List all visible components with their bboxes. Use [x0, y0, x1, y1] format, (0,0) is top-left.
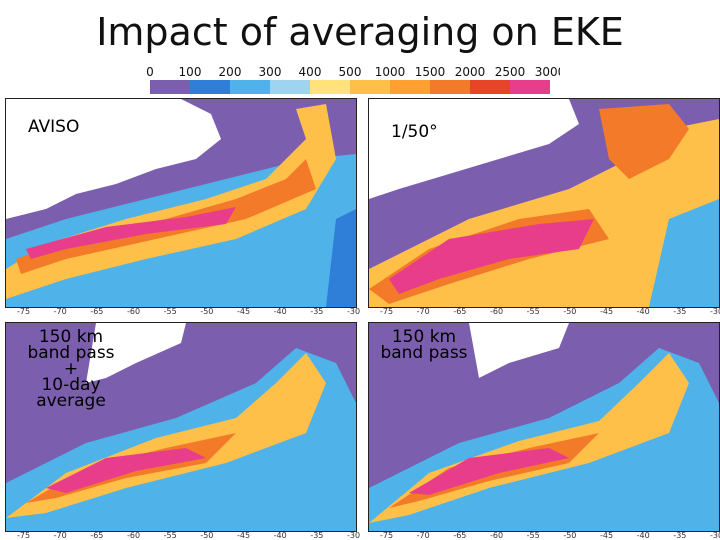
x-tick-label: -75	[380, 307, 394, 316]
x-tick-label: -60	[127, 531, 141, 540]
x-ticks-top-right: -75 -70 -65 -60 -55 -50 -45 -40 -35 -30	[368, 307, 720, 317]
label-line: band pass	[27, 343, 115, 363]
eke-map-bandpass	[369, 323, 719, 531]
x-tick-label: -75	[17, 307, 31, 316]
map-panel-aviso: AVISO	[5, 98, 357, 308]
colorbar-tick-label: 500	[339, 65, 362, 79]
eke-map-1-50	[369, 99, 719, 307]
x-tick-label: -65	[90, 307, 104, 316]
x-tick-label: -50	[200, 307, 214, 316]
label-line: 150 km	[391, 327, 457, 347]
label-line: 10-day	[41, 375, 101, 395]
map-panel-1-50: 1/50°	[368, 98, 720, 308]
colorbar-tick-label: 1500	[415, 65, 446, 79]
x-tick-label: -55	[526, 531, 540, 540]
x-tick-label: -40	[273, 531, 287, 540]
label-line: 150 km	[38, 327, 104, 347]
x-tick-label: -35	[310, 307, 324, 316]
x-ticks-bottom-left: -75 -70 -65 -60 -55 -50 -45 -40 -35 -30	[5, 531, 360, 540]
colorbar-tick-label: 200	[219, 65, 242, 79]
x-ticks-bottom-right: -75 -70 -65 -60 -55 -50 -45 -40 -35 -30	[368, 531, 720, 540]
colorbar: 0 100 200 300 400 500 1000 1500 2000 2500 3000	[146, 65, 560, 94]
panel-label-multiline: 150 km band pass	[379, 327, 469, 363]
colorbar-swatch	[390, 80, 430, 94]
colorbar-swatch	[350, 80, 390, 94]
x-tick-label: -50	[563, 531, 577, 540]
x-tick-label: -35	[310, 531, 324, 540]
map-panel-bandpass: 150 km band pass	[368, 322, 720, 532]
x-tick-label: -45	[600, 531, 614, 540]
x-tick-label: -60	[127, 307, 141, 316]
colorbar-tick-label: 400	[299, 65, 322, 79]
x-tick-label: -75	[17, 531, 31, 540]
panel-label: 1/50°	[391, 122, 438, 142]
colorbar-swatch	[470, 80, 510, 94]
x-tick-label: -30	[347, 531, 361, 540]
x-tick-label: -65	[453, 531, 467, 540]
colorbar-swatch	[270, 80, 310, 94]
x-tick-label: -55	[163, 307, 177, 316]
x-tick-label: -50	[563, 307, 577, 316]
page-title: Impact of averaging on EKE	[96, 10, 624, 54]
colorbar-tick-label: 2500	[495, 65, 526, 79]
colorbar-swatch	[230, 80, 270, 94]
colorbar-tick-label: 1000	[375, 65, 406, 79]
x-tick-label: -65	[453, 307, 467, 316]
panel-label: AVISO	[28, 117, 80, 137]
eke-map-bandpass-average	[6, 323, 356, 531]
x-tick-label: -55	[163, 531, 177, 540]
x-ticks-top-left: -75 -70 -65 -60 -55 -50 -45 -40 -35 -30	[5, 307, 360, 317]
colorbar-tick-label: 100	[179, 65, 202, 79]
x-tick-label: -40	[273, 307, 287, 316]
x-tick-label: -45	[237, 531, 251, 540]
x-tick-label: -40	[636, 531, 650, 540]
x-tick-label: -50	[200, 531, 214, 540]
x-tick-label: -70	[53, 531, 67, 540]
x-tick-label: -70	[53, 307, 67, 316]
colorbar-swatch	[150, 80, 190, 94]
colorbar-swatch	[190, 80, 230, 94]
colorbar-tick-label: 300	[259, 65, 282, 79]
label-line: average	[36, 391, 106, 411]
colorbar-tick-label: 3000	[535, 65, 560, 79]
x-tick-label: -40	[636, 307, 650, 316]
x-tick-label: -35	[673, 307, 687, 316]
colorbar-tick-label: 2000	[455, 65, 486, 79]
x-tick-label: -65	[90, 531, 104, 540]
x-tick-label: -30	[710, 307, 720, 316]
x-tick-label: -45	[600, 307, 614, 316]
x-tick-label: -70	[416, 307, 430, 316]
x-tick-label: -35	[673, 531, 687, 540]
x-tick-label: -30	[710, 531, 720, 540]
map-panel-bandpass-average: 150 km band pass + 10-day average	[5, 322, 357, 532]
panel-label-multiline: 150 km band pass + 10-day average	[16, 327, 126, 411]
x-tick-label: -75	[380, 531, 394, 540]
colorbar-swatch	[310, 80, 350, 94]
colorbar-swatch	[430, 80, 470, 94]
x-tick-label: -60	[490, 307, 504, 316]
colorbar-swatch	[510, 80, 550, 94]
label-line: band pass	[380, 343, 468, 363]
colorbar-tick-label: 0	[146, 65, 154, 79]
x-tick-label: -30	[347, 307, 361, 316]
x-tick-label: -55	[526, 307, 540, 316]
x-tick-label: -45	[237, 307, 251, 316]
eke-map-aviso	[6, 99, 356, 307]
label-line: +	[63, 359, 79, 379]
x-tick-label: -60	[490, 531, 504, 540]
x-tick-label: -70	[416, 531, 430, 540]
